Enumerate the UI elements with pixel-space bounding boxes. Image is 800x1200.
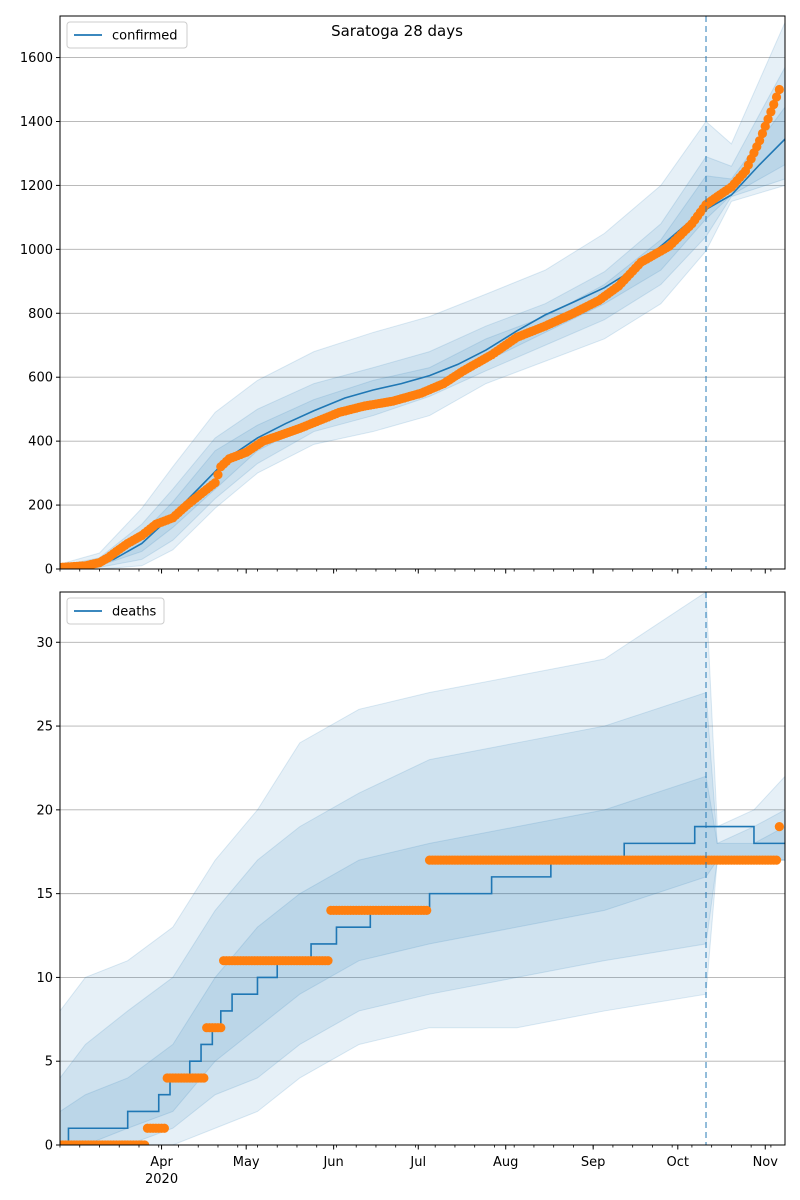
band-80pct bbox=[60, 66, 785, 569]
y-tick-label: 200 bbox=[28, 499, 53, 514]
observed-point bbox=[774, 822, 784, 832]
y-tick-label: 400 bbox=[28, 435, 53, 450]
observed-point bbox=[323, 956, 333, 966]
deaths-panel: 0 5 10 15 20 25 30 Apr May Jun Jul Aug Sep Oct Nov 2020… bbox=[36, 591, 786, 1187]
y-tick-label: 1200 bbox=[20, 179, 53, 194]
y-tick-label: 0 bbox=[45, 1139, 53, 1154]
x-tick-label: Apr bbox=[150, 1155, 173, 1170]
observed-point bbox=[159, 1123, 169, 1133]
observed-point bbox=[216, 1023, 226, 1033]
axes-frame bbox=[59, 591, 786, 1146]
observed-point bbox=[766, 107, 776, 117]
y-tick-label: 800 bbox=[28, 307, 53, 322]
observed-point bbox=[213, 470, 223, 480]
observed-point bbox=[774, 84, 784, 95]
band-95pct bbox=[60, 592, 785, 1145]
y-tick-label: 5 bbox=[45, 1055, 53, 1070]
x-tick-label: Aug bbox=[493, 1155, 518, 1170]
observed-point bbox=[199, 1073, 209, 1083]
confirmed-panel: 0 200 400 600 800 1000 1200 1400 1600 confirmed bbox=[20, 15, 786, 578]
x-year-label: 2020 bbox=[145, 1172, 178, 1187]
x-tick-label: Sep bbox=[581, 1155, 606, 1170]
observed-point bbox=[769, 99, 779, 110]
legend-label: deaths bbox=[112, 605, 157, 620]
x-tick-label: Jul bbox=[409, 1155, 426, 1170]
band-95pct bbox=[60, 22, 785, 569]
legend: confirmed bbox=[66, 21, 188, 49]
y-tick-label: 1400 bbox=[20, 115, 53, 130]
observed-point bbox=[140, 1140, 150, 1145]
x-tick-label: Oct bbox=[667, 1155, 689, 1170]
x-tick-label: Jun bbox=[322, 1155, 343, 1170]
observed-point bbox=[210, 478, 220, 488]
y-tick-label: 1600 bbox=[20, 51, 53, 66]
y-tick-label: 0 bbox=[45, 563, 53, 578]
y-tick-label: 15 bbox=[36, 887, 53, 902]
observed-point bbox=[422, 905, 432, 915]
legend-frame bbox=[66, 597, 165, 625]
plot-area bbox=[60, 592, 785, 1145]
observed-point bbox=[760, 121, 770, 131]
observed-point bbox=[757, 128, 768, 139]
y-tick-label: 1000 bbox=[20, 243, 53, 258]
y-tick-label: 600 bbox=[28, 371, 53, 386]
observed-point bbox=[763, 114, 773, 124]
y-tick-label: 10 bbox=[36, 971, 53, 986]
plot-area bbox=[60, 16, 785, 569]
legend-label: confirmed bbox=[112, 29, 178, 44]
observed-points bbox=[60, 84, 784, 569]
observed-points bbox=[60, 822, 784, 1145]
y-tick-label: 25 bbox=[36, 720, 53, 735]
y-tick-label: 30 bbox=[36, 636, 53, 651]
band-80pct bbox=[60, 691, 785, 1145]
band-50pct bbox=[60, 775, 785, 1145]
observed-point bbox=[755, 136, 765, 146]
observed-point bbox=[771, 92, 782, 102]
x-tick-label: May bbox=[233, 1155, 260, 1170]
x-tick-label: Nov bbox=[753, 1155, 779, 1170]
axes-frame bbox=[59, 15, 786, 570]
legend-frame bbox=[66, 21, 188, 49]
figure-title: Saratoga 28 days bbox=[331, 22, 463, 40]
legend: deaths bbox=[66, 597, 165, 625]
y-tick-label: 20 bbox=[36, 803, 53, 818]
observed-point bbox=[771, 855, 782, 865]
